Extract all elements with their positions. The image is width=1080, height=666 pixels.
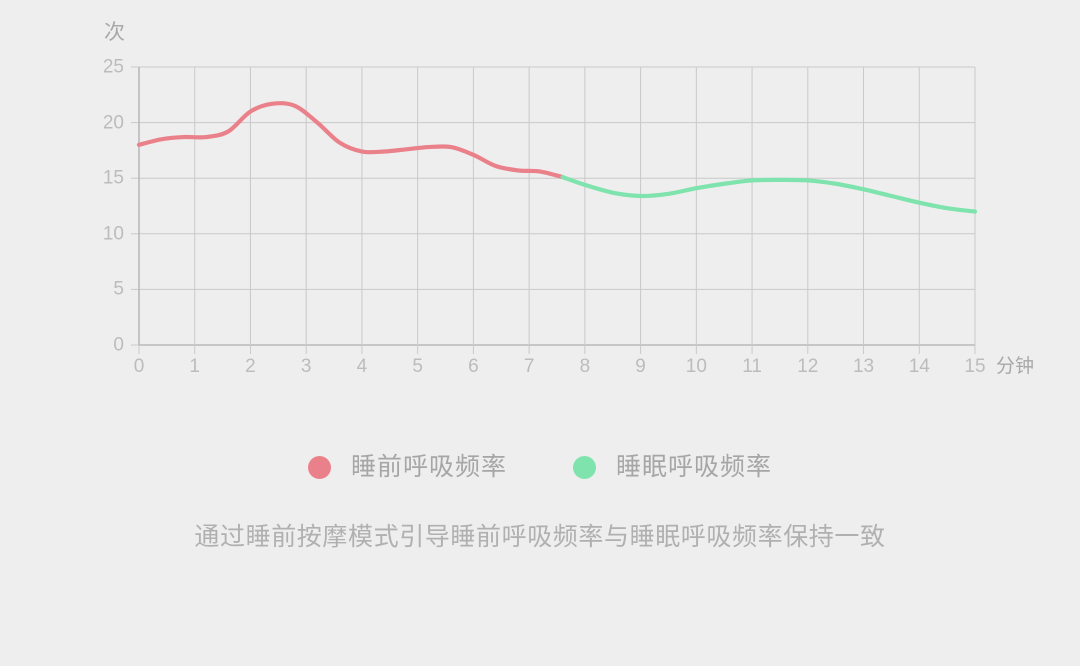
x-axis-tick-label: 6 <box>468 356 479 377</box>
legend-item-2[interactable]: 睡眠呼吸频率 <box>573 455 772 480</box>
y-axis-tick-label: 5 <box>113 278 124 300</box>
series-line-2 <box>560 174 978 214</box>
x-axis-tick-label: 11 <box>742 356 762 377</box>
legend-swatch-icon <box>573 456 596 479</box>
x-axis-tick-label: 14 <box>908 356 930 377</box>
x-axis-tick-label: 8 <box>579 356 591 377</box>
x-axis-tick-label: 2 <box>245 356 256 377</box>
y-axis-tick-label: 15 <box>102 167 124 189</box>
x-axis-tick-label: 5 <box>412 356 423 377</box>
chart-legend: 睡前呼吸频率 睡眠呼吸频率 <box>0 455 1080 480</box>
x-axis-tick-label: 12 <box>797 356 819 377</box>
legend-label: 睡前呼吸频率 <box>350 453 507 481</box>
legend-item-1[interactable]: 睡前呼吸频率 <box>307 453 507 481</box>
y-axis-tick-label: 20 <box>102 112 124 134</box>
y-axis-tick-label: 25 <box>102 56 124 78</box>
x-axis-tick-label: 9 <box>635 356 646 377</box>
x-axis-tick-label: 7 <box>523 356 535 377</box>
x-axis-tick-label: 15 <box>964 356 986 377</box>
legend-swatch-icon <box>307 456 331 479</box>
y-axis-tick-label: 0 <box>113 334 124 356</box>
x-axis-tick-label: 4 <box>356 356 368 377</box>
x-axis-tick-label: 3 <box>300 356 312 377</box>
series-line-1 <box>136 101 565 180</box>
legend-label: 睡眠呼吸频率 <box>616 453 773 481</box>
grid-layer <box>131 66 976 354</box>
x-axis-tick-label: 13 <box>852 356 875 377</box>
y-axis-unit-label: 次 <box>104 21 126 44</box>
x-axis-tick-label: 0 <box>133 356 145 377</box>
x-axis-tick-label: 1 <box>189 356 201 377</box>
chart-caption: 通过睡前按摩模式引导睡前呼吸频率与睡眠呼吸频率保持一致 <box>194 523 886 551</box>
y-axis-tick-label: 10 <box>102 223 124 245</box>
x-axis-tick-label: 10 <box>685 356 707 377</box>
series-layer <box>136 101 978 214</box>
x-axis-unit-label: 分钟 <box>996 356 1035 377</box>
